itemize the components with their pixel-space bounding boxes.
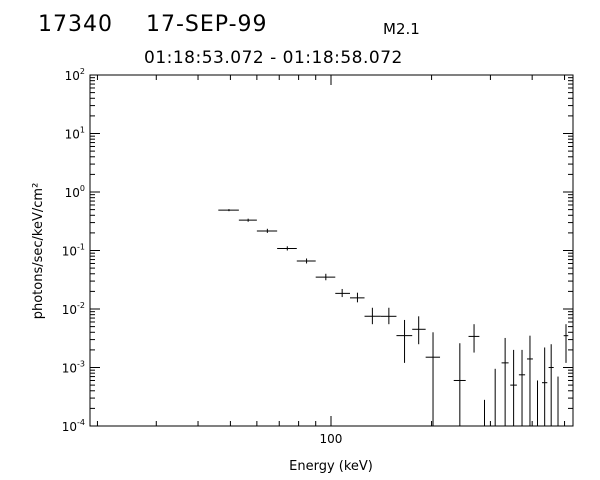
y-tick-label-exponent: 2 [80, 67, 85, 76]
data-point [563, 324, 569, 363]
data-point [526, 335, 533, 426]
data-point [218, 209, 239, 212]
y-tick-label: 10-2 [62, 301, 85, 317]
x-tick-labels: 100 [320, 432, 343, 446]
time-range: 01:18:53.072 - 01:18:58.072 [144, 48, 403, 68]
y-tick-label: 101 [65, 126, 85, 142]
data-point [238, 218, 257, 222]
y-tick-label-base: 10 [65, 69, 80, 83]
data-points [218, 209, 569, 426]
event-date: 17-SEP-99 [146, 12, 268, 37]
y-tick-label: 10-1 [62, 243, 85, 259]
data-point [541, 347, 548, 426]
y-tick-label-exponent: -2 [77, 301, 85, 310]
data-point [425, 332, 441, 426]
axis-ticks [90, 74, 573, 427]
event-id: 17340 [38, 12, 113, 37]
data-point [277, 246, 297, 251]
y-tick-label: 10-3 [62, 360, 85, 376]
data-point [380, 307, 397, 325]
y-tick-label: 100 [65, 184, 85, 200]
y-tick-label-base: 10 [65, 128, 80, 142]
y-tick-label-base: 10 [65, 186, 80, 200]
data-point [453, 343, 466, 426]
y-tick-label-exponent: -3 [77, 360, 85, 369]
y-tick-label-exponent: 0 [80, 184, 85, 193]
y-tick-label-exponent: -1 [77, 243, 85, 252]
data-point [350, 292, 365, 303]
y-tick-label: 10-4 [62, 418, 85, 434]
y-tick-label-base: 10 [62, 362, 77, 376]
plot-frame [89, 74, 574, 427]
flare-class: M2.1 [383, 20, 420, 38]
data-point [364, 307, 381, 325]
x-tick-label: 100 [320, 432, 343, 446]
data-point [501, 337, 509, 426]
y-tick-label-exponent: 1 [80, 126, 85, 135]
y-tick-label-exponent: -4 [77, 418, 85, 427]
y-tick-label-base: 10 [62, 420, 77, 434]
data-point [518, 349, 526, 426]
data-point [468, 324, 480, 353]
data-point [548, 344, 554, 426]
data-point [335, 288, 351, 298]
y-axis-label: photons/sec/keV/cm² [31, 183, 46, 320]
y-tick-label: 102 [65, 67, 85, 83]
data-point [396, 319, 413, 363]
data-point [412, 316, 426, 345]
y-tick-label-base: 10 [62, 303, 77, 317]
x-axis-label: Energy (keV) [289, 459, 373, 474]
y-tick-label-base: 10 [62, 245, 77, 259]
data-point [256, 228, 278, 233]
data-point [315, 273, 336, 281]
data-point [296, 258, 316, 264]
data-point [510, 349, 517, 426]
